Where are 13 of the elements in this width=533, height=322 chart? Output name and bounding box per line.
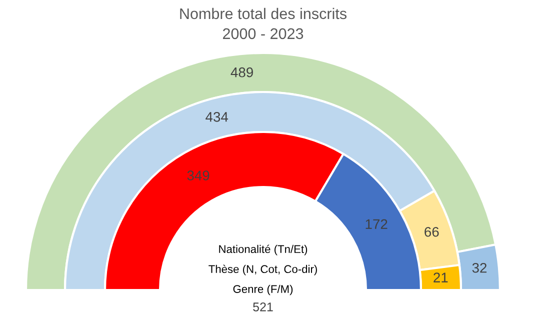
chart-title: Nombre total des inscrits — [180, 8, 347, 20]
data-label: 489 — [230, 67, 253, 78]
text: Genre (F/M) — [233, 284, 293, 296]
data-label: 349 — [187, 170, 210, 180]
chart-subtitle: 2000 - 2023 — [222, 28, 304, 40]
data-label: 172 — [366, 219, 388, 229]
data-label: 66 — [424, 226, 439, 237]
text: 521 — [253, 302, 273, 312]
data-label: 32 — [472, 262, 487, 273]
data-label: 434 — [206, 112, 228, 122]
text: Thèse (N, Cot, Co-dir) — [208, 264, 317, 276]
data-label: 21 — [434, 272, 448, 282]
text: Nationalité (Tn/Et) — [219, 244, 308, 256]
